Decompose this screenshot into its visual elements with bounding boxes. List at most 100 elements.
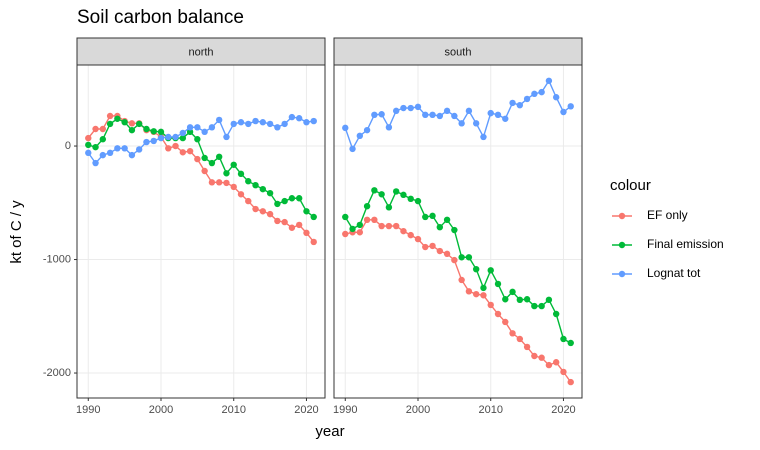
data-point	[215, 153, 223, 161]
x-tick-label: 2010	[478, 404, 502, 416]
data-point	[465, 107, 473, 115]
data-point	[121, 145, 128, 152]
x-tick-label: 1990	[333, 404, 357, 416]
data-point	[230, 120, 237, 128]
legend-label: Final emission	[647, 237, 724, 251]
data-point	[560, 108, 567, 116]
data-point	[509, 288, 516, 296]
data-point	[281, 120, 288, 128]
data-point	[363, 216, 371, 224]
data-point	[179, 129, 187, 137]
data-point	[494, 111, 502, 119]
data-point	[143, 125, 150, 133]
data-point	[436, 223, 444, 231]
data-point	[274, 217, 281, 225]
data-point	[295, 195, 303, 202]
data-point	[371, 187, 378, 194]
data-point	[458, 254, 465, 261]
data-point	[172, 133, 179, 141]
data-point	[356, 229, 364, 236]
data-point	[186, 124, 194, 131]
data-point	[494, 280, 502, 288]
legend-key-point	[618, 212, 626, 220]
data-point	[295, 115, 303, 122]
data-point	[85, 134, 92, 142]
data-point	[266, 210, 274, 218]
x-tick-label: 1990	[76, 404, 100, 416]
data-point	[186, 128, 194, 136]
data-point	[135, 120, 143, 128]
data-point	[114, 145, 121, 152]
data-point	[429, 212, 436, 220]
data-point	[443, 107, 451, 115]
data-point	[414, 197, 422, 205]
data-point	[531, 90, 538, 98]
data-point	[400, 227, 407, 235]
y-tick-label: -1000	[43, 253, 71, 265]
data-point	[385, 124, 393, 131]
data-point	[392, 107, 400, 115]
data-point	[295, 221, 303, 229]
data-point	[487, 267, 494, 274]
data-point	[215, 179, 223, 186]
data-point	[552, 94, 560, 101]
data-point	[201, 154, 208, 162]
data-point	[443, 250, 451, 258]
x-tick-label: 2020	[551, 404, 575, 416]
data-point	[245, 197, 252, 205]
data-point	[172, 142, 179, 150]
data-point	[230, 161, 237, 168]
data-point	[349, 145, 356, 153]
data-point	[208, 179, 216, 186]
data-point	[407, 231, 414, 239]
data-point	[509, 99, 516, 107]
data-point	[186, 147, 194, 155]
data-point	[516, 101, 524, 109]
data-point	[545, 296, 553, 304]
data-point	[371, 216, 378, 224]
data-point	[342, 213, 349, 221]
data-point	[363, 202, 371, 210]
data-point	[288, 195, 296, 202]
data-point	[516, 296, 524, 304]
data-point	[266, 120, 274, 128]
data-point	[128, 120, 136, 127]
data-point	[552, 310, 560, 318]
data-point	[230, 183, 237, 191]
data-point	[223, 133, 230, 141]
data-point	[414, 235, 422, 243]
data-point	[349, 225, 356, 233]
data-point	[560, 368, 567, 376]
data-point	[150, 137, 157, 145]
data-point	[567, 339, 574, 347]
x-tick-label: 2000	[149, 404, 173, 416]
data-point	[385, 204, 393, 211]
data-point	[342, 124, 349, 132]
data-point	[502, 296, 509, 303]
data-point	[465, 254, 473, 261]
data-point	[560, 335, 567, 343]
data-point	[194, 155, 201, 163]
data-point	[487, 301, 494, 309]
data-point	[310, 117, 317, 125]
legend-label: Lognat tot	[647, 266, 701, 280]
data-point	[165, 133, 172, 141]
facet-strip	[333, 37, 583, 66]
data-point	[552, 359, 560, 366]
y-tick-label: -2000	[43, 367, 71, 379]
data-point	[215, 116, 223, 124]
data-point	[252, 181, 259, 189]
data-point	[451, 226, 458, 234]
chart-title: Soil carbon balance	[77, 7, 244, 28]
data-point	[274, 200, 281, 208]
data-point	[274, 124, 281, 131]
data-point	[252, 205, 259, 213]
legend-label: EF only	[647, 208, 688, 222]
data-point	[121, 119, 128, 126]
data-point	[194, 124, 201, 131]
data-point	[407, 195, 414, 203]
data-point	[288, 113, 296, 121]
data-point	[92, 125, 99, 133]
x-axis-label: year	[315, 423, 344, 440]
